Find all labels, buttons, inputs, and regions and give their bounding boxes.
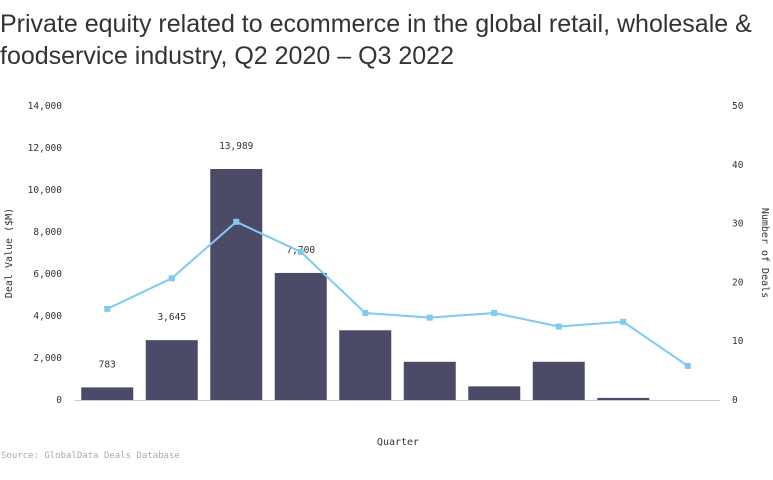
y-tick-label-left: 10,000	[28, 185, 63, 196]
y-tick-label-right: 10	[732, 336, 744, 347]
bar	[210, 169, 263, 400]
y-tick-label-right: 30	[732, 219, 744, 230]
y-tick-label-left: 0	[56, 395, 62, 406]
y-tick-label-left: 14,000	[28, 101, 63, 112]
deals-point	[362, 309, 369, 316]
bar	[145, 340, 198, 400]
y-axis-title-right: Number of Deals	[759, 208, 770, 298]
y-tick-label-right: 40	[732, 160, 744, 171]
deals-point	[684, 362, 691, 369]
deals-point	[555, 323, 562, 330]
bar	[339, 330, 392, 400]
deals-point	[168, 275, 175, 282]
y-tick-label-right: 0	[732, 395, 738, 406]
y-tick-label-left: 8,000	[33, 227, 62, 238]
bar	[597, 397, 650, 400]
bar	[81, 387, 134, 400]
y-tick-label-left: 6,000	[33, 269, 62, 280]
deals-point	[233, 218, 240, 225]
deals-point	[426, 314, 433, 321]
bar	[532, 361, 585, 400]
bar	[274, 272, 327, 400]
deals-point	[491, 309, 498, 316]
source-note: Source: GlobalData Deals Database	[1, 451, 180, 461]
bar	[468, 386, 521, 400]
chart-title: Private equity related to ecommerce in t…	[0, 10, 752, 70]
deals-point	[104, 305, 111, 312]
y-tick-label-right: 50	[732, 101, 744, 112]
bar-data-label: 783	[99, 359, 116, 370]
y-axis-title-left: Deal Value ($M)	[4, 208, 15, 298]
deals-line	[106, 220, 689, 367]
y-tick-label-right: 20	[732, 277, 744, 288]
bar-data-label: 3,645	[157, 312, 186, 323]
bar-data-label: 13,989	[219, 141, 254, 152]
bar	[403, 361, 456, 400]
y-tick-label-left: 12,000	[28, 143, 63, 154]
y-tick-label-left: 2,000	[33, 353, 62, 364]
x-axis-title: Quarter	[377, 437, 419, 448]
y-tick-label-left: 4,000	[33, 311, 62, 322]
deals-point	[297, 248, 304, 255]
deals-point	[620, 318, 627, 325]
